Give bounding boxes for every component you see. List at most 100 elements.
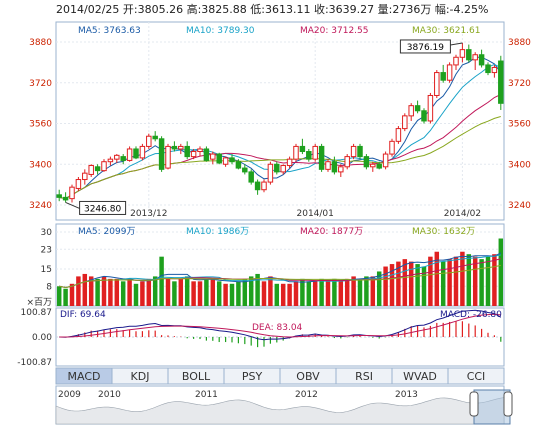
candle-body	[216, 153, 222, 164]
price-ma-label-3: MA20: 3712.55	[300, 26, 368, 36]
candle-body	[280, 165, 286, 173]
volume-bar	[402, 259, 408, 306]
volume-bar	[210, 278, 216, 306]
volume-tick: 30	[41, 228, 53, 238]
volume-bar	[268, 276, 273, 306]
candle-body	[152, 135, 158, 140]
candle-body	[184, 145, 190, 158]
candle-body	[133, 148, 139, 159]
candle-body	[158, 138, 165, 170]
candle-body	[459, 49, 466, 58]
candle-body	[69, 186, 75, 200]
macd-tick: -100.87	[17, 358, 52, 368]
navigator-year-label: 2013	[395, 390, 418, 400]
volume-bar	[408, 261, 414, 306]
volume-bar	[466, 254, 472, 306]
candle-body	[82, 172, 88, 181]
tab-label-kdj: KDJ	[131, 370, 150, 383]
candle-body	[440, 72, 446, 81]
volume-bar	[293, 281, 299, 306]
high-marker-label: 3876.19	[407, 43, 444, 53]
candle-body	[325, 161, 331, 170]
ma-line-ma10	[59, 63, 502, 200]
tab-label-psy: PSY	[242, 370, 263, 383]
volume-bar	[133, 283, 139, 306]
candle-body	[427, 94, 434, 122]
volume-bar	[242, 278, 248, 306]
candle-body	[56, 194, 62, 198]
volume-bar	[56, 286, 62, 306]
volume-unit-label: ×百万	[26, 297, 52, 308]
x-tick-label: 2014/02	[444, 209, 481, 219]
candle-body	[485, 64, 491, 74]
volume-tick: 15	[41, 265, 52, 275]
volume-bar	[492, 254, 497, 306]
price-tick-left: 3400	[29, 160, 52, 170]
candle-body	[171, 145, 178, 150]
volume-ma-label-1: MA5: 2099万	[78, 227, 135, 237]
time-navigator[interactable]: 2009 2010 2011 2012 2013	[55, 385, 513, 425]
volume-bar	[165, 278, 171, 306]
candle-body	[344, 156, 350, 168]
price-tick-right: 3880	[508, 38, 531, 48]
volume-bar	[344, 278, 350, 306]
volume-bar	[447, 259, 452, 306]
navigator-handle-left[interactable]	[469, 391, 479, 417]
price-tick-right: 3560	[508, 120, 531, 130]
navigator-year-label: 2012	[295, 390, 318, 400]
volume-bar	[460, 251, 465, 306]
tab-label-cci: CCI	[467, 370, 486, 383]
dif-line	[59, 309, 502, 341]
candle-body	[254, 181, 261, 191]
tab-label-macd: MACD	[68, 370, 101, 383]
candle-body	[453, 56, 459, 66]
candle-body	[498, 60, 504, 104]
volume-bar	[287, 283, 292, 306]
volume-ma-label-2: MA10: 1986万	[186, 227, 249, 237]
candle-body	[190, 151, 197, 158]
volume-bar	[421, 266, 427, 306]
candle-body	[389, 140, 395, 155]
navigator-handle-right[interactable]	[503, 391, 513, 417]
volume-bar	[76, 276, 81, 306]
candle-body	[274, 163, 280, 173]
candle-body	[466, 49, 472, 61]
volume-ma-line	[59, 254, 501, 289]
volume-bar	[332, 278, 337, 306]
volume-bar	[69, 283, 75, 306]
volume-bar	[114, 278, 120, 306]
price-tick-left: 3240	[29, 201, 52, 211]
volume-bar	[223, 283, 228, 306]
volume-bar	[178, 278, 184, 306]
candle-body	[331, 161, 338, 173]
candle-body	[235, 161, 242, 169]
price-tick-right: 3240	[508, 201, 531, 211]
volume-bar	[415, 264, 420, 306]
price-ma-label-2: MA10: 3789.30	[186, 26, 255, 36]
volume-bar	[236, 281, 241, 306]
volume-tick: 8	[46, 282, 52, 292]
tab-cci[interactable]	[447, 367, 505, 385]
candle-body	[306, 151, 312, 160]
volume-bar	[376, 271, 382, 306]
volume-bar	[485, 256, 491, 306]
candle-body	[94, 166, 101, 172]
tab-label-wvad: WVAD	[403, 370, 437, 383]
candle-body	[242, 167, 248, 173]
candle-body	[107, 158, 114, 163]
candle-body	[299, 145, 306, 153]
price-tick-left: 3720	[29, 79, 52, 89]
volume-bar	[498, 238, 504, 306]
header-summary: 2014/02/25 开:3805.26 高:3825.88 低:3613.11…	[56, 2, 488, 16]
volume-bar	[364, 276, 369, 306]
volume-bar	[396, 261, 401, 306]
candle-body	[165, 145, 171, 169]
macd-panel: 100.87 0.00 -100.87 DIF: 69.64 DEA: 83.04 MAC…	[17, 307, 505, 368]
candle-body	[357, 145, 363, 158]
candle-body	[139, 145, 146, 159]
volume-bar	[357, 278, 363, 306]
candle-body	[382, 153, 389, 168]
volume-bar	[300, 278, 305, 306]
volume-tick: 23	[41, 245, 52, 255]
